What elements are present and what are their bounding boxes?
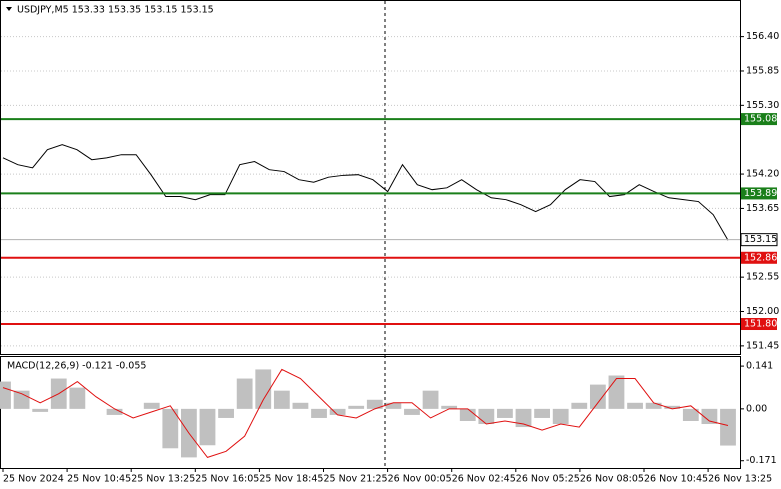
level-tag	[741, 113, 777, 126]
x-tick-label: 26 Nov 08:05	[580, 474, 644, 485]
y-tick-label: 152.00	[746, 306, 779, 317]
macd-bar	[218, 408, 234, 418]
y-tick-label: 155.30	[746, 100, 779, 111]
macd-bar	[106, 408, 123, 415]
macd-bar	[366, 399, 383, 409]
macd-bar	[645, 402, 662, 409]
macd-bar	[552, 408, 569, 425]
y-tick-label: 152.55	[746, 272, 779, 283]
x-tick-label: 25 Nov 18:45	[259, 474, 323, 485]
macd-bar	[459, 408, 476, 421]
level-tag	[741, 187, 777, 200]
y-tick-label: 156.40	[746, 31, 779, 42]
macd-bar	[273, 390, 290, 409]
y-tick-label: 0.00	[746, 403, 767, 414]
macd-bar	[69, 387, 86, 409]
current-price-label: 153.15	[744, 234, 777, 245]
x-tick-label: 25 Nov 13:25	[131, 474, 195, 485]
menu-arrow	[6, 7, 12, 11]
level-label: 153.89	[744, 188, 777, 199]
x-tick-label: 26 Nov 10:45	[644, 474, 708, 485]
macd-bar	[534, 408, 551, 418]
macd-bar	[515, 408, 532, 428]
macd-bar	[441, 405, 458, 409]
macd-bar	[311, 408, 327, 418]
chart-title: USDJPY,M5 153.33 153.35 153.15 153.15	[17, 5, 214, 16]
macd-bar	[682, 408, 699, 421]
x-tick-label: 25 Nov 10:45	[67, 474, 131, 485]
x-tick-label: 25 Nov 2024	[3, 474, 64, 485]
current-price-tag	[740, 233, 778, 247]
macd-bar	[720, 408, 736, 446]
y-tick-label: 154.20	[746, 169, 779, 180]
y-tick-label: -0.171	[746, 455, 777, 466]
macd-bar	[292, 402, 309, 409]
y-tick-label: 153.65	[746, 203, 779, 214]
level-tag	[741, 318, 777, 331]
macd-bar	[571, 402, 588, 409]
macd-bar	[422, 390, 439, 409]
level-label: 151.80	[744, 319, 777, 330]
x-tick-label: 25 Nov 16:05	[195, 474, 259, 485]
macd-bar	[0, 381, 11, 409]
macd-bar	[478, 408, 495, 425]
level-tag	[741, 251, 777, 264]
macd-title: MACD(12,26,9) -0.121 -0.055	[7, 361, 146, 372]
macd-bar	[348, 405, 365, 409]
macd-bar	[255, 369, 272, 409]
macd-bar	[385, 402, 402, 409]
x-tick-label: 26 Nov 02:45	[452, 474, 516, 485]
signal-line	[2, 368, 729, 458]
price-panel	[0, 0, 741, 355]
macd-bar	[162, 408, 179, 449]
macd-bar	[32, 408, 49, 412]
macd-bar	[664, 405, 681, 409]
macd-bar	[143, 402, 160, 409]
macd-bar	[627, 402, 643, 409]
level-label: 155.08	[744, 114, 777, 125]
y-tick-label: 151.45	[746, 340, 779, 351]
y-tick-label: 155.85	[746, 65, 779, 76]
macd-bar	[236, 378, 253, 409]
macd-bar	[608, 375, 625, 409]
x-tick-label: 26 Nov 05:25	[516, 474, 580, 485]
macd-bar	[589, 384, 606, 409]
macd-bar	[199, 408, 216, 446]
macd-bar	[701, 408, 718, 425]
x-tick-label: 25 Nov 21:25	[324, 474, 388, 485]
x-tick-label: 26 Nov 13:25	[708, 474, 772, 485]
level-label: 152.86	[744, 252, 777, 263]
y-tick-label: 0.141	[746, 361, 773, 372]
macd-bar	[497, 408, 513, 418]
macd-bar	[404, 408, 420, 415]
macd-panel	[0, 356, 741, 469]
x-tick-label: 26 Nov 00:05	[388, 474, 452, 485]
macd-bar	[329, 408, 346, 415]
